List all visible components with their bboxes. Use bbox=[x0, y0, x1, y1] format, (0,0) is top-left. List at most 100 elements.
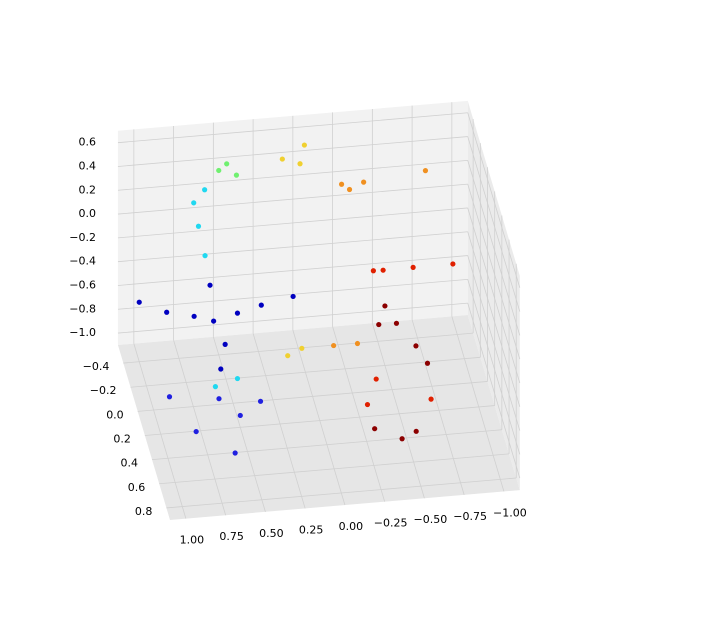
point bbox=[297, 161, 303, 167]
point bbox=[413, 343, 419, 349]
point bbox=[450, 261, 456, 267]
grid-line bbox=[144, 405, 495, 436]
grid-line bbox=[467, 160, 521, 336]
grid-line bbox=[152, 429, 502, 461]
grid-line bbox=[173, 340, 227, 516]
z-tick-label: 0.2 bbox=[78, 183, 96, 196]
point bbox=[191, 313, 197, 319]
grid-line bbox=[451, 316, 505, 492]
point bbox=[191, 200, 197, 206]
point bbox=[258, 302, 264, 308]
point bbox=[237, 412, 243, 419]
y-tick-label: −0.4 bbox=[83, 360, 110, 373]
point bbox=[376, 321, 382, 328]
point bbox=[234, 375, 241, 382]
x-tick-label: −0.50 bbox=[414, 513, 448, 526]
z-tick-label: −0.8 bbox=[69, 302, 96, 315]
point bbox=[428, 396, 434, 402]
point bbox=[413, 428, 419, 434]
grid-line bbox=[332, 326, 386, 502]
point bbox=[164, 309, 170, 315]
point bbox=[216, 167, 222, 174]
grid-line bbox=[117, 183, 468, 215]
point bbox=[222, 341, 228, 347]
y-tick-label: 0.0 bbox=[106, 408, 124, 421]
grid-line bbox=[467, 207, 521, 384]
point bbox=[370, 268, 376, 274]
y-tick-label: −0.2 bbox=[90, 384, 117, 397]
point bbox=[193, 428, 199, 435]
x-tick-label: 0.50 bbox=[259, 527, 284, 540]
grid-line bbox=[467, 279, 521, 455]
grid-line bbox=[467, 136, 521, 312]
point bbox=[216, 396, 222, 402]
point bbox=[422, 168, 429, 174]
point bbox=[232, 450, 238, 456]
x-tick-label: 1.00 bbox=[180, 534, 205, 547]
point bbox=[202, 253, 208, 259]
point bbox=[424, 360, 431, 366]
grid-line bbox=[252, 333, 306, 509]
point bbox=[361, 179, 367, 185]
grid-line bbox=[133, 343, 187, 519]
point bbox=[354, 340, 361, 347]
point bbox=[279, 156, 285, 162]
point bbox=[257, 398, 264, 404]
x-tick-label: −1.00 bbox=[493, 506, 527, 519]
point bbox=[410, 264, 416, 270]
z-tick-label: −1.0 bbox=[69, 326, 96, 339]
grid-line bbox=[130, 356, 481, 388]
point bbox=[136, 299, 142, 305]
x-tick-label: −0.25 bbox=[374, 517, 408, 530]
grid-line bbox=[467, 231, 521, 407]
point bbox=[207, 282, 213, 288]
point bbox=[393, 320, 400, 326]
grid-line bbox=[117, 207, 468, 239]
point bbox=[211, 318, 217, 324]
z-tick-label: −0.4 bbox=[69, 255, 96, 268]
z-tick-label: −0.6 bbox=[69, 278, 96, 291]
z-tick-label: −0.2 bbox=[69, 231, 96, 244]
grid-line bbox=[159, 453, 510, 485]
point bbox=[285, 353, 291, 359]
grid-line bbox=[467, 184, 521, 360]
grid-line bbox=[467, 303, 521, 479]
grid-line bbox=[137, 381, 488, 412]
point bbox=[372, 426, 378, 432]
grid-line bbox=[117, 136, 468, 167]
point bbox=[166, 394, 173, 400]
point bbox=[202, 187, 208, 193]
x-tick-label: 0.25 bbox=[299, 523, 324, 536]
x-tick-label: 0.75 bbox=[219, 530, 244, 543]
point bbox=[224, 161, 230, 167]
grid-line bbox=[411, 319, 465, 495]
grid-line bbox=[117, 112, 468, 144]
point bbox=[338, 181, 345, 187]
point bbox=[364, 401, 371, 408]
x-tick-label: 0.00 bbox=[339, 520, 364, 533]
grid-line bbox=[467, 112, 521, 288]
y-tick-label: 0.2 bbox=[113, 433, 131, 446]
z-tick-label: 0.4 bbox=[78, 159, 96, 172]
z-tick-label: 0.0 bbox=[78, 207, 96, 220]
point bbox=[399, 436, 405, 442]
z-tick-label: 0.6 bbox=[78, 136, 96, 149]
y-tick-label: 0.4 bbox=[121, 457, 139, 470]
x-tick-label: −0.75 bbox=[453, 510, 487, 523]
point bbox=[301, 142, 307, 148]
grid-line bbox=[117, 231, 468, 263]
point bbox=[234, 310, 241, 316]
y-tick-label: 0.6 bbox=[128, 481, 146, 494]
grid-line bbox=[467, 255, 521, 431]
point bbox=[346, 186, 353, 193]
grid-line bbox=[292, 329, 346, 506]
grid-line bbox=[123, 332, 474, 364]
point bbox=[373, 376, 379, 382]
grid-line bbox=[117, 302, 468, 334]
grid-line bbox=[166, 477, 517, 509]
y-tick-label: 0.8 bbox=[135, 505, 153, 518]
grid-line bbox=[371, 323, 425, 499]
point bbox=[233, 172, 240, 178]
